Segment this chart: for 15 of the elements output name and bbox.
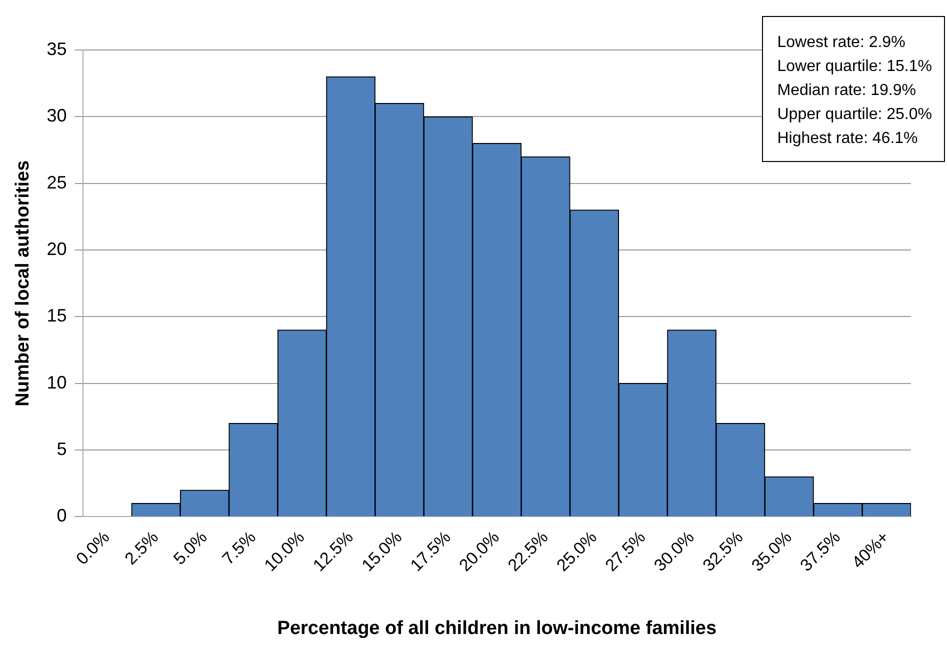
annotation: Highest rate: 46.1%: [777, 129, 919, 149]
annotation: Lowest rate: 2.9%: [777, 33, 906, 53]
y-axis-title: Number of local authorities: [12, 160, 34, 406]
annotation: Median rate: 19.9%: [777, 81, 917, 101]
y-tick-label: 20: [46, 238, 67, 259]
y-tick-label: 25: [46, 172, 67, 192]
y-tick-label: 15: [46, 306, 67, 326]
y-tick-label: 30: [46, 106, 67, 126]
y-tick-label: 35: [46, 38, 67, 59]
annotation: Lower quartile: 15.1%: [777, 57, 932, 77]
y-tick-label: 5: [56, 438, 67, 459]
y-tick-label: 0: [56, 506, 67, 526]
y-tick-label: 10: [46, 372, 67, 392]
x-axis-title: Percentage of all children in low-income families: [277, 618, 717, 639]
annotation: Upper quartile: 25.0%: [777, 105, 932, 125]
